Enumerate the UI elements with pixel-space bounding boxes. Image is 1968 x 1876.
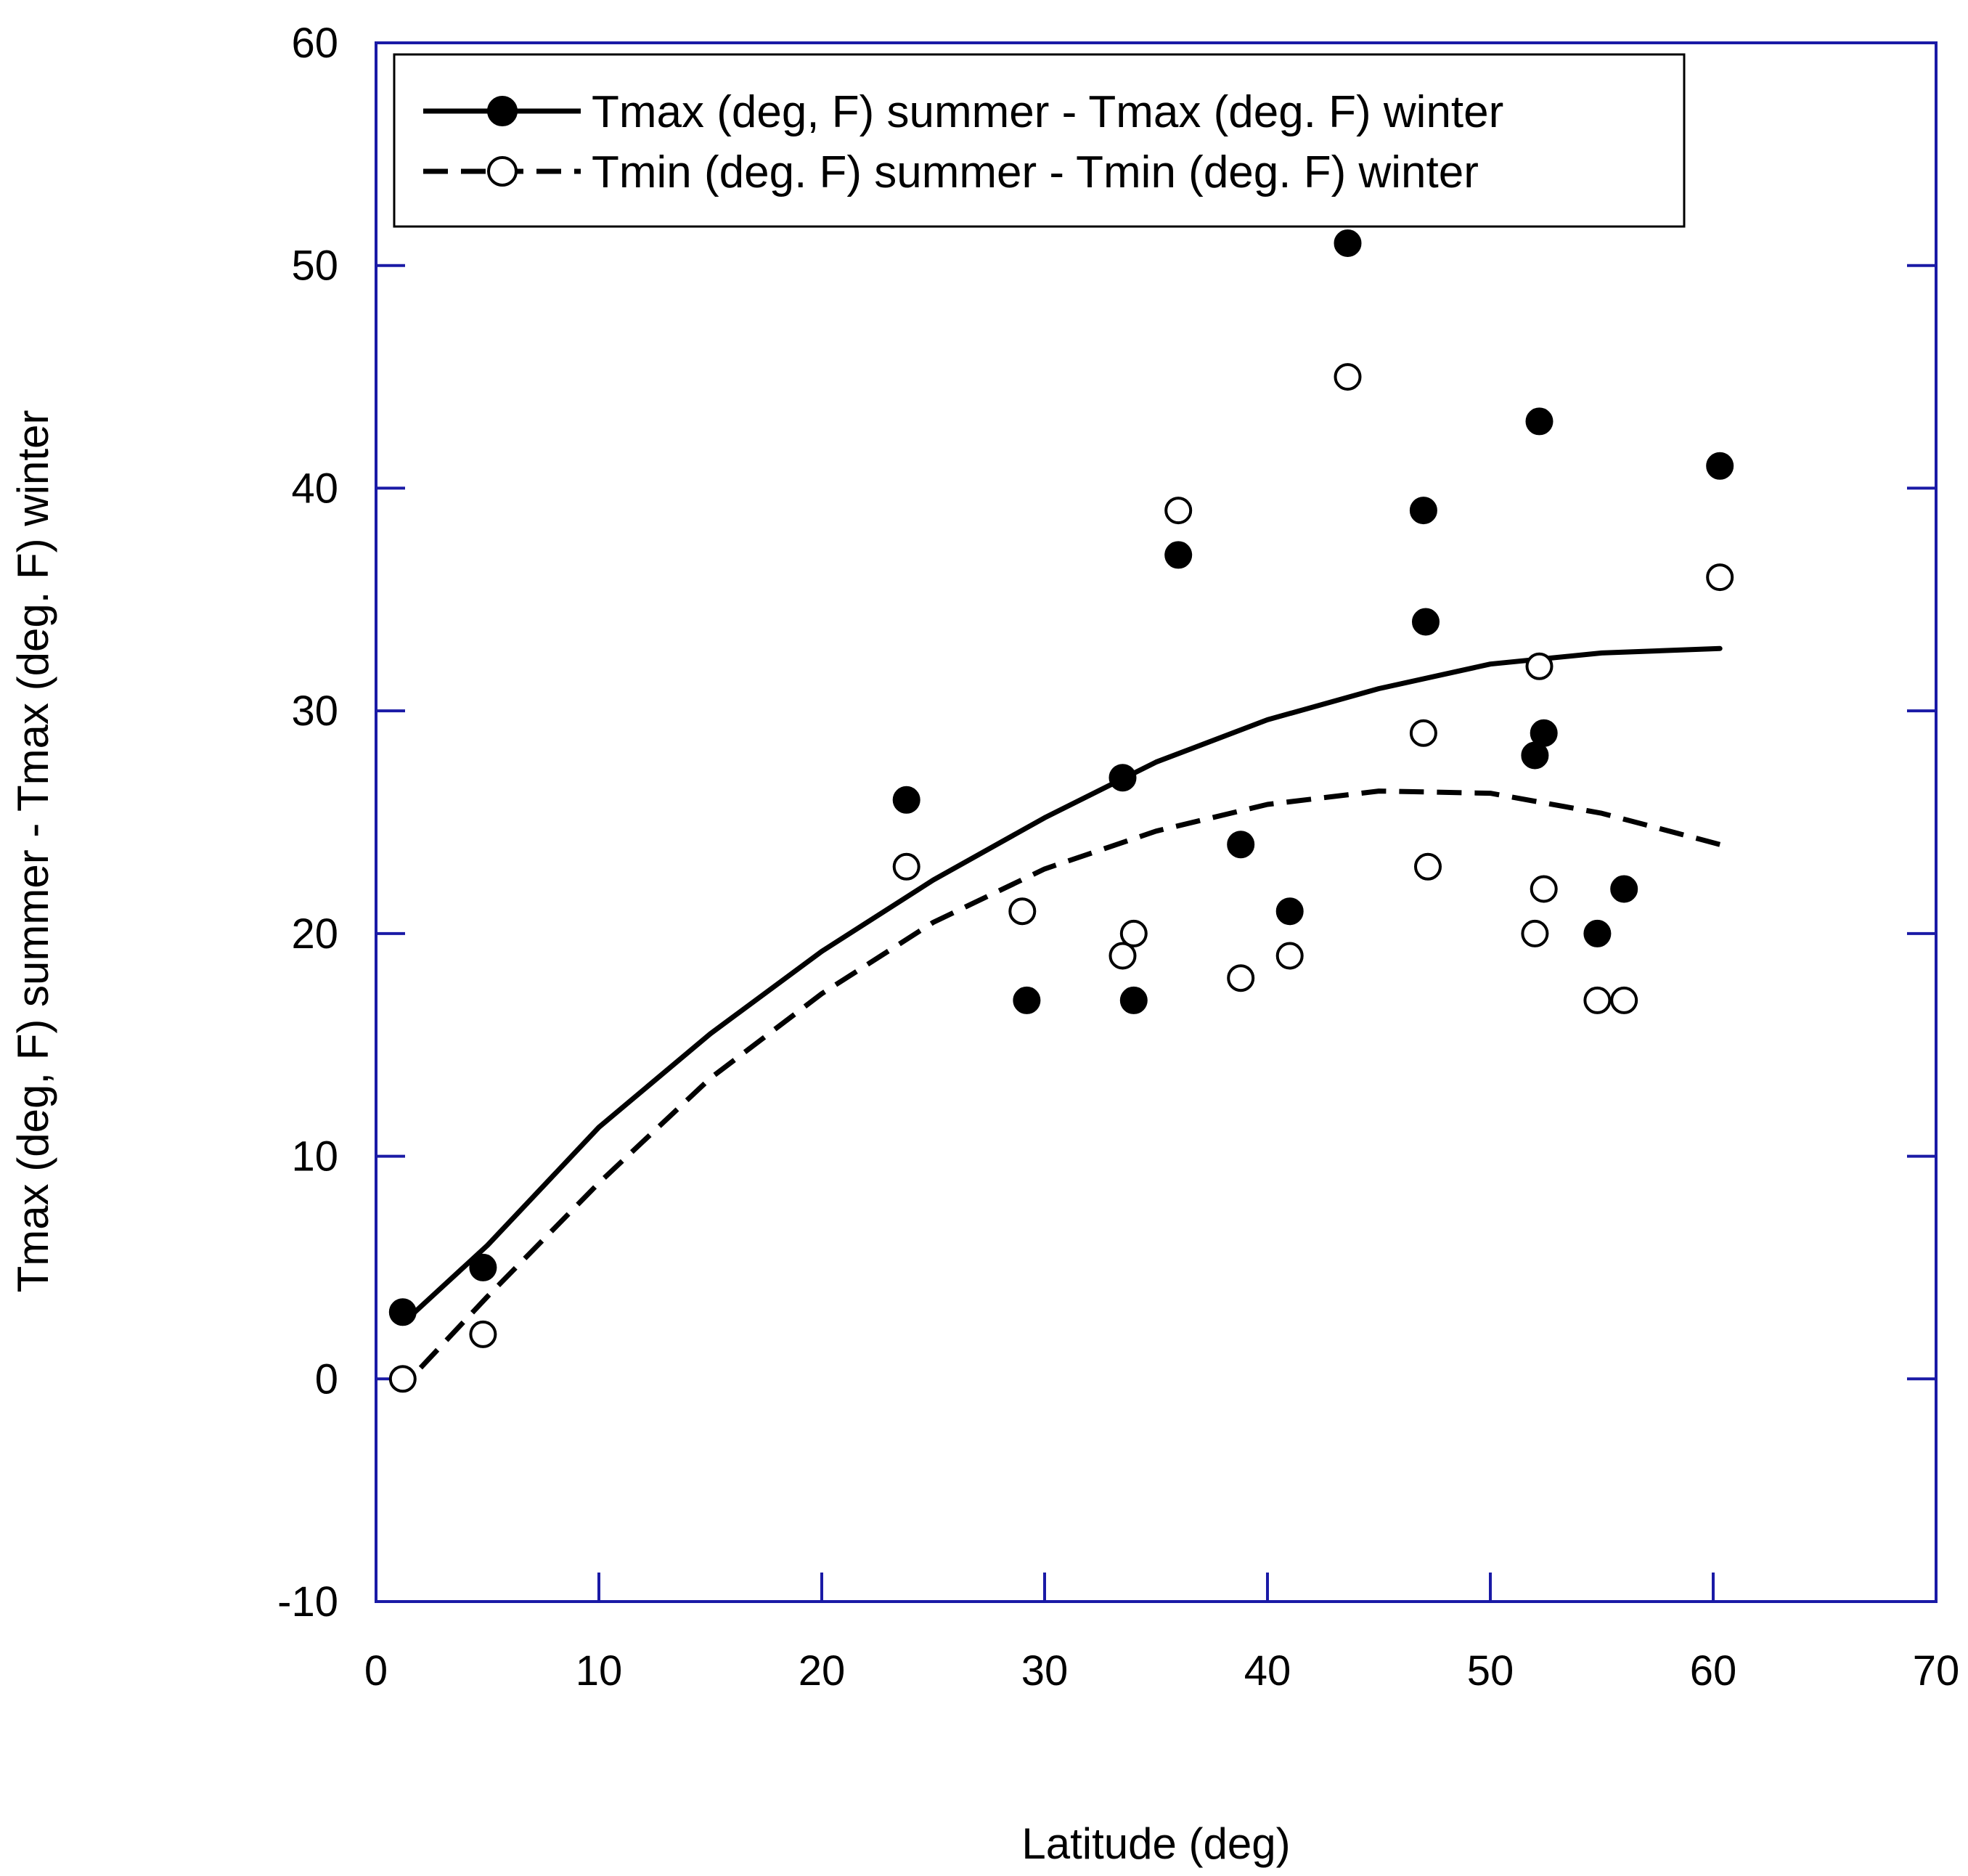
y-tick-label: 60 [291, 20, 338, 67]
y-tick-label: 10 [291, 1133, 338, 1180]
tmin-data-point [1409, 719, 1437, 747]
tmax-data-point [1706, 452, 1734, 480]
tmin-data-point [469, 1320, 497, 1348]
x-tick-label: 50 [1467, 1647, 1514, 1694]
tmax-data-point [1108, 764, 1137, 792]
x-tick-label: 60 [1690, 1647, 1737, 1694]
tmin-data-point [1119, 919, 1148, 947]
tmin-data-point [388, 1365, 417, 1393]
tmin-data-point [1706, 563, 1734, 592]
x-tick-label: 20 [799, 1647, 846, 1694]
tmax-data-point [1013, 986, 1041, 1014]
plot-frame [375, 41, 1938, 1603]
tmin-data-point [1008, 897, 1037, 926]
tmax-data-point [1610, 875, 1638, 903]
trend-layer [400, 645, 1723, 1370]
tmax-trend-line [400, 645, 1723, 1326]
legend-box [393, 53, 1686, 228]
tmin-trend-line [418, 788, 1721, 1370]
tmin-data-point [1164, 497, 1193, 525]
tmax-data-point [1119, 986, 1148, 1014]
tmin-data-point [1275, 942, 1304, 970]
tmax-data-point [1530, 719, 1558, 747]
tmax-data-point [892, 786, 920, 814]
tmin-data-point [1227, 964, 1255, 992]
legend-marker-tmin [487, 156, 518, 187]
y-tick-label: 30 [291, 688, 338, 735]
tmin-data-point [1610, 986, 1638, 1014]
tick-label-layer: 0 10 20 30 40 50 60 70 -10 0 10 20 30 40 50 60 [277, 20, 1959, 1694]
x-tick-label: 10 [576, 1647, 623, 1694]
tmax-data-point [388, 1298, 417, 1326]
tick-layer [375, 41, 1938, 1603]
y-axis-title: Tmax (deg, F) summer - Tmax (deg. F) win… [9, 410, 57, 1293]
tmin-data-point [1525, 652, 1553, 680]
tmin-data-point [1108, 942, 1137, 970]
y-tick-label: 20 [291, 910, 338, 958]
tmin-data-point [1334, 363, 1362, 391]
tmin-data-point [1414, 852, 1442, 881]
tmin-data-point [1530, 875, 1558, 903]
x-tick-label: 70 [1913, 1647, 1960, 1694]
y-tick-label: 50 [291, 242, 338, 290]
point-layer [388, 229, 1734, 1393]
tmax-data-point [1334, 229, 1362, 257]
x-tick-label: 40 [1244, 1647, 1291, 1694]
tmax-data-point [1409, 497, 1437, 525]
tmax-data-point [1412, 608, 1440, 636]
tmin-data-point [1583, 986, 1612, 1014]
legend-label-tmax: Tmax (deg, F) summer - Tmax (deg. F) win… [592, 87, 1503, 137]
x-tick-label: 30 [1021, 1647, 1069, 1694]
tmin-data-point [1521, 919, 1549, 947]
x-axis-title: Latitude (deg) [1021, 1819, 1290, 1868]
tmax-data-point [1525, 407, 1553, 436]
tmax-data-point [1227, 831, 1255, 859]
y-tick-label: 0 [315, 1355, 338, 1403]
tmin-data-point [892, 852, 920, 881]
y-tick-label: 40 [291, 465, 338, 512]
axis-layer [375, 41, 1938, 1603]
legend-label-tmin: Tmin (deg. F) summer - Tmin (deg. F) win… [592, 147, 1479, 197]
x-tick-label: 0 [364, 1647, 388, 1694]
tmax-data-point [1164, 541, 1193, 569]
tmax-data-point [469, 1253, 497, 1281]
legend: Tmax (deg, F) summer - Tmax (deg. F) win… [393, 53, 1686, 228]
tmax-data-point [1583, 919, 1612, 947]
legend-marker-tmax [487, 96, 518, 126]
y-tick-label: -10 [277, 1578, 338, 1626]
tmax-data-point [1275, 897, 1304, 926]
